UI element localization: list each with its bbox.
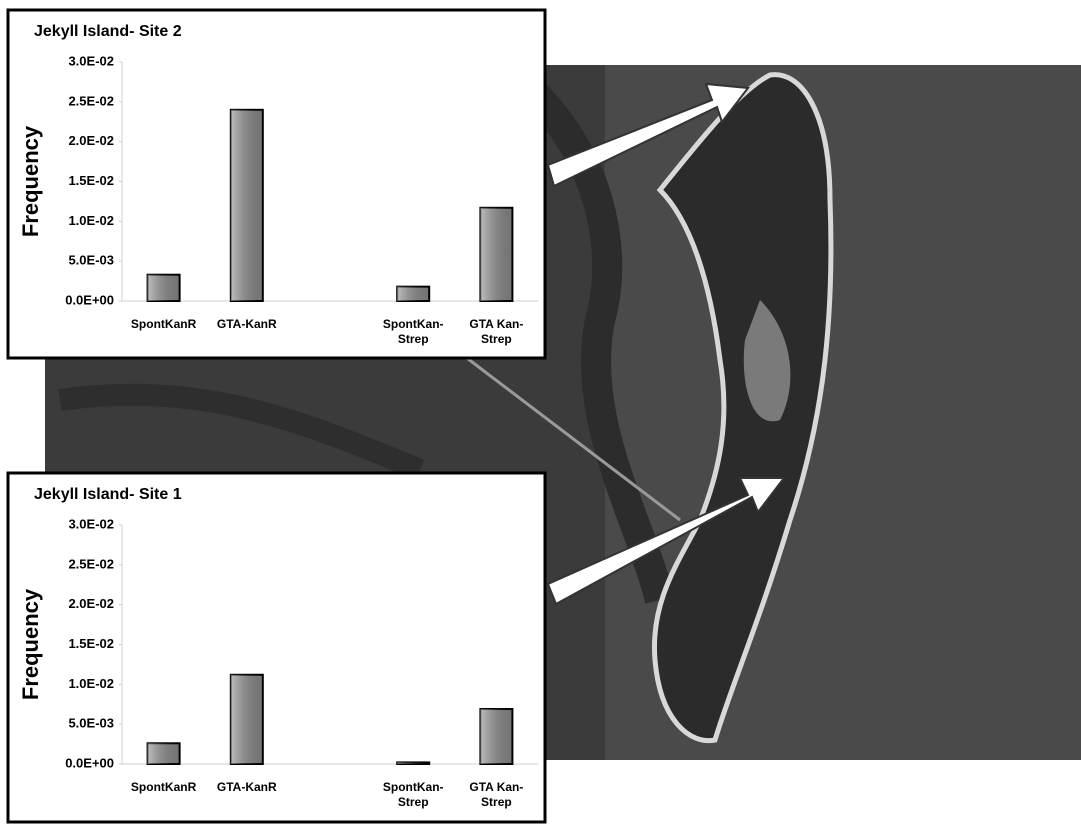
chart-title: Jekyll Island- Site 1 [34,486,182,503]
y-axis-label: Frequency [18,125,43,237]
chart-title: Jekyll Island- Site 2 [34,23,182,40]
y-tick-label: 1.5E-02 [68,173,114,188]
y-tick-label: 1.5E-02 [68,636,114,651]
y-tick-label: 2.5E-02 [68,556,114,571]
bar-shade [480,709,512,764]
y-tick-label: 0.0E+00 [65,292,114,307]
y-tick-label: 1.0E-02 [68,213,114,228]
x-tick-label: SpontKanR [131,317,197,331]
y-tick-label: 1.0E-02 [68,676,114,691]
y-tick-label: 3.0E-02 [68,53,114,68]
x-tick-label: GTA-KanR [217,317,277,331]
y-tick-label: 2.5E-02 [68,93,114,108]
y-tick-label: 5.0E-03 [68,716,114,731]
bar-shade [231,110,263,301]
x-tick-label: GTA-KanR [217,780,277,794]
chart: Jekyll Island- Site 1 Frequency 0.0E+00 5.0… [8,473,545,822]
bar-shade [397,287,429,301]
bar-shade [148,275,180,301]
bar-shade [231,675,263,764]
figure: Jekyll Island- Site 2 Frequency 0.0E+00 5.0… [0,0,1081,824]
y-tick-label: 2.0E-02 [68,133,114,148]
bar-shade [397,762,429,764]
y-tick-label: 5.0E-03 [68,253,114,268]
y-tick-label: 2.0E-02 [68,596,114,611]
chart: Jekyll Island- Site 2 Frequency 0.0E+00 5.0… [8,10,545,358]
bar-shade [480,208,512,301]
x-tick-label: SpontKanR [131,780,197,794]
y-axis-label: Frequency [18,588,43,700]
bar-shade [148,743,180,764]
y-tick-label: 3.0E-02 [68,516,114,531]
y-tick-label: 0.0E+00 [65,755,114,770]
